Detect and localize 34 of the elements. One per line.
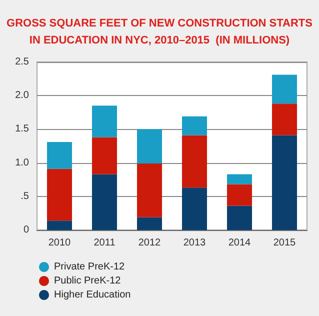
- x-tick-label: 2015: [273, 238, 296, 248]
- bar: [47, 168, 72, 221]
- bar: [92, 106, 117, 138]
- bar: [227, 206, 252, 230]
- y-tick-label: 2.5: [15, 56, 30, 68]
- bar: [227, 174, 252, 184]
- y-tick-label: .5: [20, 190, 30, 202]
- bar: [272, 104, 297, 136]
- legend-label: Public PreK-12: [54, 276, 122, 286]
- legend-label: Private PreK-12: [54, 262, 126, 272]
- bar: [182, 135, 207, 188]
- bar: [137, 217, 162, 230]
- y-tick-label: 2.0: [15, 90, 30, 102]
- x-tick-label: 2014: [228, 238, 252, 248]
- x-tick-label: 2010: [48, 238, 72, 248]
- y-tick-label: 1.0: [15, 157, 30, 168]
- x-tick-label: 2012: [138, 238, 162, 248]
- bar: [92, 137, 117, 174]
- bar: [227, 184, 252, 206]
- bar: [272, 135, 297, 230]
- bar: [92, 174, 117, 230]
- bar: [182, 116, 207, 136]
- y-tick-label: 1.5: [15, 124, 30, 135]
- bar: [137, 163, 162, 218]
- x-tick-label: 2013: [183, 238, 206, 248]
- bar: [137, 129, 162, 164]
- bar: [182, 188, 207, 230]
- x-tick-label: 2011: [94, 238, 116, 248]
- legend-label: Higher Education: [54, 290, 131, 300]
- chart-title: GROSS SQUARE FEET OF NEW CONSTRUCTION STARTS IN EDUCATION IN NYC, 2010–2015 (IN MILLIONS): [6, 18, 312, 46]
- bar: [272, 74, 297, 104]
- y-tick-label: 0: [23, 224, 30, 236]
- bar: [47, 142, 72, 169]
- bar: [47, 220, 72, 230]
